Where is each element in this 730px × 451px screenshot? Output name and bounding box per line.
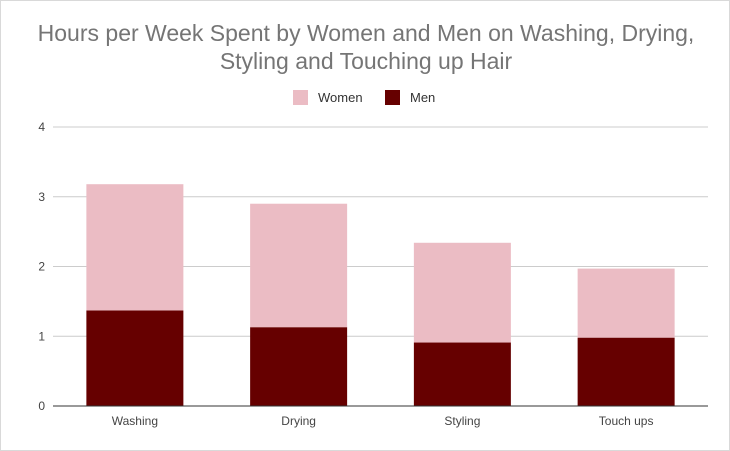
bar-men-touch-ups bbox=[577, 337, 675, 406]
y-tick-label: 4 bbox=[38, 120, 45, 134]
chart-title: Hours per Week Spent by Women and Men on… bbox=[1, 19, 730, 75]
legend-swatch-men bbox=[385, 90, 400, 105]
x-tick-label: Drying bbox=[281, 414, 316, 428]
legend-label-men: Men bbox=[410, 90, 435, 105]
y-tick-label: 3 bbox=[38, 190, 45, 204]
bar-women-washing bbox=[86, 184, 184, 311]
chart-title-line-1: Hours per Week Spent by Women and Men on… bbox=[37, 20, 695, 46]
y-tick-label: 0 bbox=[38, 399, 45, 413]
chart-title-line-2: Styling and Touching up Hair bbox=[219, 48, 513, 74]
bar-women-styling bbox=[413, 242, 511, 343]
legend-label-women: Women bbox=[318, 90, 363, 105]
bar-women-drying bbox=[250, 203, 348, 328]
bar-men-washing bbox=[86, 310, 184, 406]
bar-men-drying bbox=[250, 327, 348, 406]
y-tick-label: 1 bbox=[38, 329, 45, 343]
bar-women-touch-ups bbox=[577, 268, 675, 338]
x-tick-label: Washing bbox=[112, 414, 158, 428]
y-tick-label: 2 bbox=[38, 260, 45, 274]
legend-swatch-women bbox=[293, 90, 308, 105]
legend: Women Men bbox=[293, 90, 435, 105]
bar-men-styling bbox=[413, 342, 511, 406]
x-tick-label: Styling bbox=[444, 414, 480, 428]
bars bbox=[86, 184, 675, 406]
x-tick-label: Touch ups bbox=[599, 414, 654, 428]
